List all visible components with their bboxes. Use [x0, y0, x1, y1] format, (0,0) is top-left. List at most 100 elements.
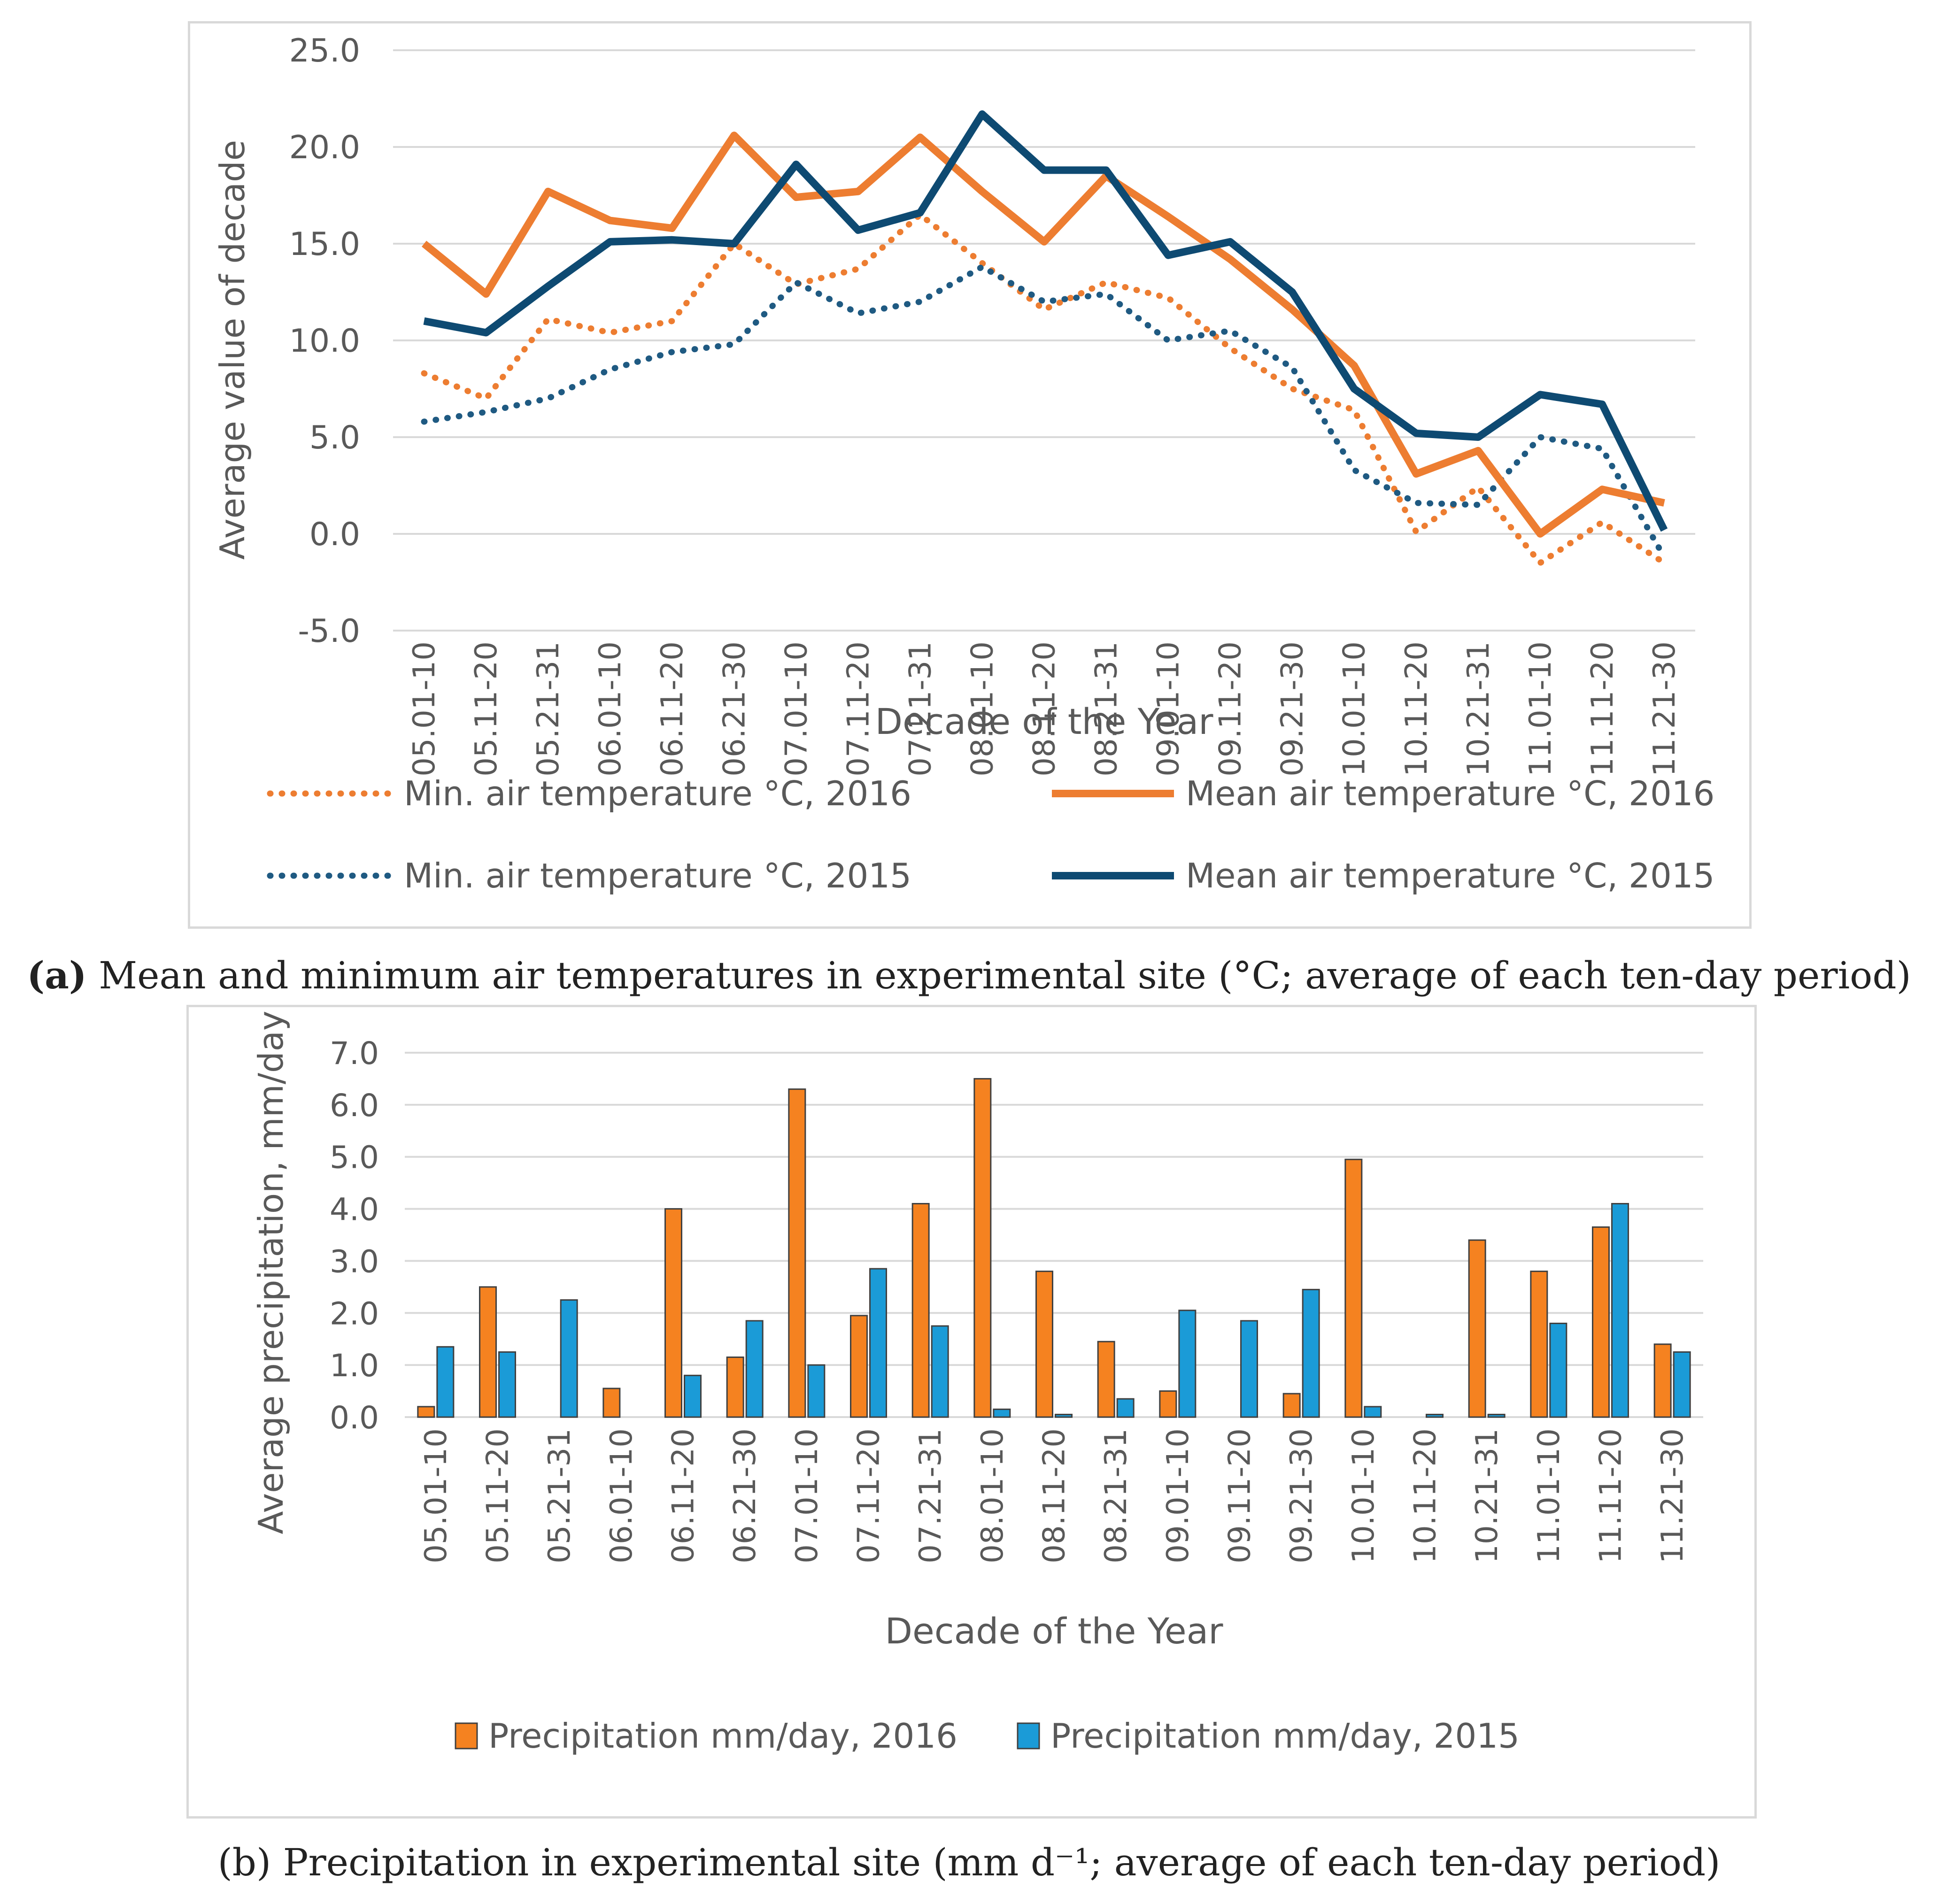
bar-2015	[1487, 1413, 1506, 1418]
bar-2016	[1097, 1341, 1115, 1418]
data-point	[733, 343, 735, 345]
y-tick-label: -5.0	[298, 613, 360, 650]
data-point	[1539, 533, 1541, 535]
data-point	[1477, 486, 1479, 488]
precipitation-chart-panel: 7.0 6.0 5.0 4.0 3.0 2.0 1.0 0.0 05.01-10 05.11-20…	[186, 1005, 1757, 1819]
x-axis-title: Decade of the Year	[885, 1610, 1224, 1652]
data-point	[485, 332, 487, 334]
caption-a: (a) Mean and minimum air temperatures in…	[0, 953, 1938, 997]
data-point	[485, 293, 487, 295]
bar-2016	[1468, 1239, 1486, 1418]
bar-2016	[973, 1078, 992, 1418]
bar-2015	[931, 1325, 949, 1418]
legend-label: Mean air temperature °C, 2015	[1186, 856, 1714, 895]
data-point	[981, 262, 983, 264]
data-point	[1539, 393, 1541, 395]
x-tick-label: 05.11-20	[481, 1428, 516, 1564]
x-tick-label: 05.21-31	[542, 1428, 577, 1564]
y-tick-label: 2.0	[330, 1295, 379, 1332]
data-point	[795, 163, 797, 165]
data-point	[423, 243, 425, 245]
data-point	[1477, 450, 1479, 452]
data-point	[1353, 365, 1355, 367]
data-point	[1663, 562, 1665, 564]
data-point	[857, 268, 859, 270]
data-point	[1043, 301, 1045, 303]
bar-2016	[664, 1208, 682, 1418]
bar-2016	[850, 1315, 868, 1418]
data-point	[671, 351, 673, 353]
temperature-line-chart: 25.0 20.0 15.0 10.0 5.0 0.0 -5.0 05.01-10 05.11-…	[213, 32, 1714, 895]
caption-b: (b) Precipitation in experimental site (…	[217, 1841, 1721, 1884]
x-tick-label: 09.11-20	[1223, 1428, 1258, 1564]
data-point	[671, 227, 673, 229]
data-point	[1353, 388, 1355, 390]
data-point	[1229, 258, 1231, 260]
data-point	[1415, 432, 1417, 434]
data-point	[1043, 308, 1045, 310]
bar-2016	[1530, 1271, 1548, 1418]
data-point	[1105, 293, 1107, 295]
y-tick-label: 10.0	[289, 323, 360, 360]
data-point	[1539, 562, 1541, 564]
data-point	[1043, 241, 1045, 243]
x-tick-label: 10.21-31	[1470, 1428, 1505, 1564]
x-tick-label: 08.21-31	[1089, 641, 1124, 777]
x-tick-label: 08.11-20	[1037, 1428, 1072, 1564]
x-tick-label: 10.21-31	[1461, 641, 1496, 777]
bar-2016	[788, 1088, 806, 1418]
caption-a-label: (a)	[27, 953, 87, 997]
x-tick-label: 11.11-20	[1594, 1428, 1629, 1564]
data-point	[1415, 531, 1417, 533]
legend-label: Precipitation mm/day, 2015	[1050, 1716, 1520, 1756]
x-tick-label: 05.01-10	[419, 1428, 454, 1564]
bar-2016	[1344, 1158, 1363, 1418]
data-point	[1105, 281, 1107, 283]
y-tick-label: 0.0	[330, 1400, 379, 1436]
x-tick-label: 10.01-10	[1346, 1428, 1381, 1564]
data-point	[1601, 448, 1603, 450]
data-point	[423, 320, 425, 322]
data-point	[1477, 504, 1479, 506]
y-axis-title: Average value of decade	[213, 140, 252, 560]
x-tick-label: 07.21-31	[913, 1428, 948, 1564]
data-point	[1291, 291, 1293, 293]
data-point	[1105, 169, 1107, 171]
data-point	[609, 332, 611, 334]
data-point	[1353, 469, 1355, 471]
data-point	[1291, 367, 1293, 369]
x-tick-label: 07.01-10	[790, 1428, 825, 1564]
series-line-1	[421, 131, 1665, 538]
y-tick-label: 5.0	[309, 419, 360, 456]
data-point	[547, 318, 549, 320]
data-point	[1663, 529, 1665, 531]
legend-swatch	[1017, 1722, 1040, 1750]
data-point	[1663, 556, 1665, 558]
x-tick-label: 11.21-30	[1647, 641, 1682, 777]
bar-2015	[560, 1299, 578, 1418]
temperature-chart-panel: 25.0 20.0 15.0 10.0 5.0 0.0 -5.0 05.01-10 05.11-…	[188, 21, 1752, 929]
bar-2016	[911, 1203, 930, 1418]
data-point	[671, 239, 673, 241]
bar-2015	[684, 1374, 702, 1418]
data-point	[1663, 502, 1665, 504]
caption-a-text: Mean and minimum air temperatures in exp…	[86, 954, 1911, 997]
legend-swatch	[455, 1722, 478, 1750]
data-point	[919, 212, 921, 214]
x-tick-label: 09.11-20	[1213, 641, 1248, 777]
bar-2015	[1178, 1310, 1197, 1418]
bar-2015	[1055, 1413, 1073, 1418]
x-tick-label: 08.11-20	[1027, 641, 1062, 777]
data-point	[423, 421, 425, 423]
x-tick-label: 06.21-30	[717, 641, 752, 777]
bar-2015	[807, 1364, 826, 1418]
bar-2016	[1282, 1393, 1301, 1418]
y-tick-label: 5.0	[330, 1140, 379, 1176]
x-tick-label: 05.21-31	[531, 641, 566, 777]
x-tick-label: 09.21-30	[1284, 1428, 1319, 1564]
series-line-3	[423, 110, 1668, 532]
data-point	[423, 372, 425, 374]
data-point	[609, 369, 611, 370]
x-tick-label: 10.11-20	[1408, 1428, 1443, 1564]
y-tick-label: 3.0	[330, 1243, 379, 1280]
